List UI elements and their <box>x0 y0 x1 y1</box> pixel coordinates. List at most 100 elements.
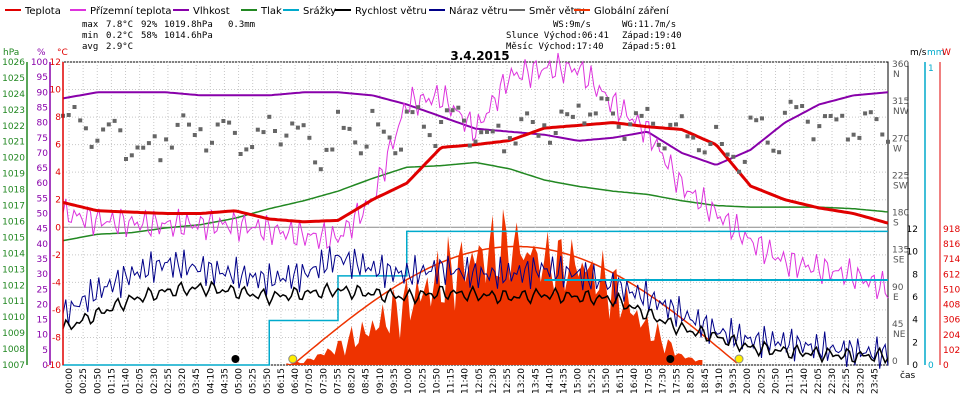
chart-series <box>62 52 889 369</box>
wind-direction-point <box>124 157 128 161</box>
tick-mm: 0 <box>928 361 934 371</box>
wind-direction-point <box>370 108 375 113</box>
wind-direction-point <box>393 151 398 156</box>
right-axes: m/s mmW360N315NW270W225SW180S135SE90E45NE… <box>892 48 960 371</box>
tick-degc: -8 <box>52 333 61 343</box>
wind-direction-point <box>112 118 117 123</box>
wind-direction-point <box>662 146 667 151</box>
wind-direction-point <box>874 117 879 122</box>
tick-dir: 225 <box>892 171 909 181</box>
tick-x: 06:40 <box>291 368 301 394</box>
wind-direction-point <box>679 114 684 119</box>
solar-area <box>286 208 703 365</box>
wind-direction-point <box>427 133 432 138</box>
tick-dir-letter: W <box>893 144 902 154</box>
stats-sun-set: Západ:19:40 <box>622 31 682 41</box>
wind-direction-point <box>364 144 369 149</box>
legend-label: Vlhkost <box>193 6 230 17</box>
stats-min-pres: 1014.6hPa <box>164 31 213 41</box>
tick-x: 00:25 <box>79 368 89 394</box>
tick-x: 16:40 <box>630 368 640 394</box>
wind-direction-point <box>782 110 787 115</box>
wind-direction-point <box>788 99 793 104</box>
x-axis: 00:00 00:25 00:50 01:15 01:40 02:05 02:30 02:55… <box>65 368 915 394</box>
wind-direction-point <box>210 140 214 145</box>
wind-direction-point <box>794 105 799 110</box>
wind-direction-point <box>725 152 730 157</box>
tick-x: 11:15 <box>447 368 457 394</box>
tick-hpa: 1022 <box>2 122 25 132</box>
wind-direction-point <box>95 138 100 143</box>
wind-direction-point <box>513 141 518 146</box>
axis-label-hpa: hPa <box>3 48 19 58</box>
tick-hpa: 1009 <box>2 329 25 339</box>
legend-label: Globální záření <box>594 5 670 17</box>
wind-direction-point <box>129 153 134 158</box>
wind-direction-point <box>221 119 226 123</box>
wind-direction-point <box>164 137 169 142</box>
tick-x: 13:20 <box>517 368 527 394</box>
wind-direction-point <box>576 103 581 108</box>
wind-direction-point <box>290 121 295 126</box>
tick-x: 20:50 <box>772 368 782 394</box>
wind-direction-point <box>278 142 283 147</box>
tick-hpa: 1026 <box>2 58 25 68</box>
tick-pct: 80 <box>37 119 49 129</box>
wind-direction-point <box>754 118 759 123</box>
tick-x: 14:10 <box>545 368 555 394</box>
tick-pct: 55 <box>37 194 48 204</box>
tick-pct: 85 <box>37 103 48 113</box>
wind-direction-point <box>175 122 180 127</box>
wind-direction-point <box>169 145 174 150</box>
tick-x: 14:35 <box>560 368 570 394</box>
wind-direction-point <box>295 125 300 130</box>
wind-direction-point <box>605 97 610 101</box>
tick-ms: 10 <box>907 248 919 258</box>
series-line-teplota <box>62 121 889 225</box>
tick-degc: 0 <box>55 223 61 233</box>
tick-x: 05:00 <box>235 368 245 394</box>
tick-x: 18:45 <box>701 368 711 394</box>
wind-direction-point <box>828 114 833 118</box>
tick-degc: 6 <box>55 141 61 151</box>
wind-direction-point <box>301 123 306 128</box>
wind-direction-point <box>777 150 782 155</box>
wind-direction-point <box>588 112 593 117</box>
wind-direction-point <box>886 139 890 144</box>
tick-x: 00:00 <box>65 368 75 394</box>
tick-hpa: 1025 <box>2 74 25 84</box>
tick-hpa: 1015 <box>2 233 25 243</box>
moon-marker <box>666 355 675 363</box>
stats-ws: WS:9m/s <box>553 20 591 30</box>
tick-degc: -10 <box>46 361 61 371</box>
tick-pct: 60 <box>37 179 49 189</box>
wind-direction-point <box>823 114 827 119</box>
tick-x: 17:55 <box>673 368 683 394</box>
wind-direction-point <box>868 110 873 115</box>
tick-x: 23:20 <box>856 368 866 394</box>
wind-direction-point <box>439 120 444 124</box>
wind-direction-point <box>232 130 237 135</box>
tick-ms: 12 <box>907 225 918 235</box>
wind-direction-point <box>771 148 776 153</box>
wind-direction-point <box>805 119 810 124</box>
sun-moon-markers <box>231 354 744 364</box>
tick-x: 13:45 <box>531 368 541 394</box>
tick-x: 10:25 <box>418 368 428 394</box>
tick-dir-letter: E <box>893 293 899 303</box>
wind-direction-point <box>737 169 741 174</box>
tick-degc: -2 <box>52 251 61 261</box>
tick-dir-letter: NW <box>893 107 909 117</box>
stats-wg: WG:11.7m/s <box>622 20 676 30</box>
wind-direction-point <box>284 133 289 138</box>
wind-direction-point <box>760 116 764 121</box>
tick-hpa: 1021 <box>2 138 25 148</box>
tick-x: 19:35 <box>729 368 739 394</box>
tick-dir-letter: N <box>893 70 900 80</box>
wind-direction-point <box>651 121 656 126</box>
wind-direction-point <box>496 123 501 128</box>
tick-x: 08:45 <box>362 368 372 394</box>
left-axes: hPa% °C1026102510241023102210211020101910… <box>2 48 68 371</box>
series-line-p-zemn-teplota <box>62 52 889 300</box>
wind-direction-point <box>198 127 203 132</box>
